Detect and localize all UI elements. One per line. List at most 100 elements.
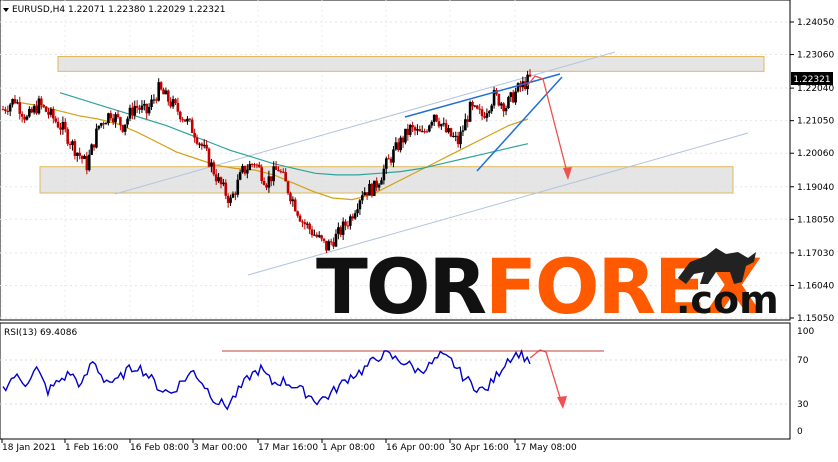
x-axis-labels: 18 Jan 2021 1 Feb 16:00 16 Feb 08:00 3 Mar … (1, 439, 577, 453)
candle-body (229, 197, 232, 203)
candle (174, 98, 177, 105)
candle-body (468, 101, 472, 122)
candle-body (265, 184, 268, 188)
candle-body (20, 113, 24, 117)
ohlc-values: 1.22071 1.22380 1.22029 1.22321 (68, 5, 225, 15)
candle-body (114, 114, 117, 123)
candle (490, 103, 493, 114)
forecast-arrow-main (526, 75, 572, 180)
candle-body (99, 123, 103, 126)
candle (291, 196, 295, 207)
candle-body (159, 82, 163, 90)
candle-body (23, 116, 26, 120)
candle (332, 237, 335, 250)
candle-body (411, 125, 414, 128)
candle (329, 238, 333, 246)
candle (85, 151, 89, 175)
candle (454, 131, 458, 142)
candle-body (90, 144, 93, 155)
candle (193, 128, 196, 143)
candle (241, 163, 244, 174)
candle (123, 124, 127, 136)
candle (511, 89, 515, 104)
candle-body (116, 114, 120, 118)
symbol-label: EURUSD,H4 (12, 5, 65, 15)
rsi-plot-area (0, 322, 791, 440)
candle-body (75, 152, 79, 156)
x-tick-label: 17 Mar 16:00 (258, 443, 318, 453)
y-tick-label: 1.19040 (797, 183, 834, 193)
candle (190, 117, 194, 134)
candle (514, 87, 517, 105)
candle-body (212, 162, 216, 175)
candle (380, 177, 383, 185)
candle (356, 203, 359, 217)
candle (456, 131, 460, 148)
candle-body (490, 105, 493, 112)
candle (73, 139, 77, 160)
candle-body (243, 165, 247, 174)
candle (272, 161, 275, 186)
candle (308, 222, 311, 235)
candle-body (11, 98, 14, 105)
candle (219, 176, 223, 189)
y-tick-label: 1.24050 (797, 18, 834, 28)
candle-body (435, 114, 438, 122)
candle-body (387, 158, 390, 160)
candle-body (138, 107, 141, 110)
candle (28, 106, 31, 118)
candle-body (217, 177, 220, 182)
candle-body (205, 144, 208, 149)
candle-body (399, 137, 402, 151)
candle-body (329, 241, 333, 243)
candle-body (332, 242, 335, 247)
candle-body (425, 131, 429, 133)
candle-body (166, 90, 170, 102)
candle-body (133, 105, 137, 116)
candle-body (339, 227, 343, 235)
candle-body (178, 111, 182, 120)
candle (11, 98, 14, 108)
candle-body (428, 125, 431, 132)
x-tick-label: 1 Apr 08:00 (322, 443, 375, 453)
candle-body (155, 99, 158, 101)
candle (408, 123, 412, 137)
candle (322, 238, 326, 244)
candle (140, 100, 144, 113)
candle (492, 86, 496, 109)
candle (42, 104, 46, 108)
candle (497, 93, 501, 107)
candle (298, 213, 302, 223)
candle-body (80, 155, 84, 159)
candle (387, 154, 390, 160)
candle (430, 120, 434, 129)
candle-body (394, 142, 398, 150)
candle-body (430, 121, 434, 126)
candle (363, 187, 367, 196)
candle (447, 124, 450, 134)
candle-body (305, 223, 309, 225)
candle-body (492, 90, 496, 106)
symbol-dropdown-icon[interactable] (3, 8, 9, 12)
rsi-axis-labels: 100 70 30 0 (797, 327, 814, 437)
candle-body (466, 119, 470, 122)
candle (382, 164, 386, 185)
candle-body (18, 102, 22, 114)
candle-body (92, 144, 96, 148)
candle-body (289, 193, 292, 202)
candle (258, 161, 261, 168)
candle-body (353, 213, 357, 219)
candle (207, 147, 211, 168)
candle-body (181, 119, 184, 121)
candle (296, 210, 299, 218)
candle-body (248, 164, 252, 170)
candle (138, 104, 141, 114)
channel-lower-line (247, 132, 749, 276)
candle-body (253, 164, 256, 166)
candle-body (30, 108, 34, 113)
candle (183, 119, 187, 122)
candle (6, 105, 10, 115)
candle (274, 160, 278, 171)
channel-upper-line (114, 51, 616, 195)
candle (107, 112, 110, 126)
